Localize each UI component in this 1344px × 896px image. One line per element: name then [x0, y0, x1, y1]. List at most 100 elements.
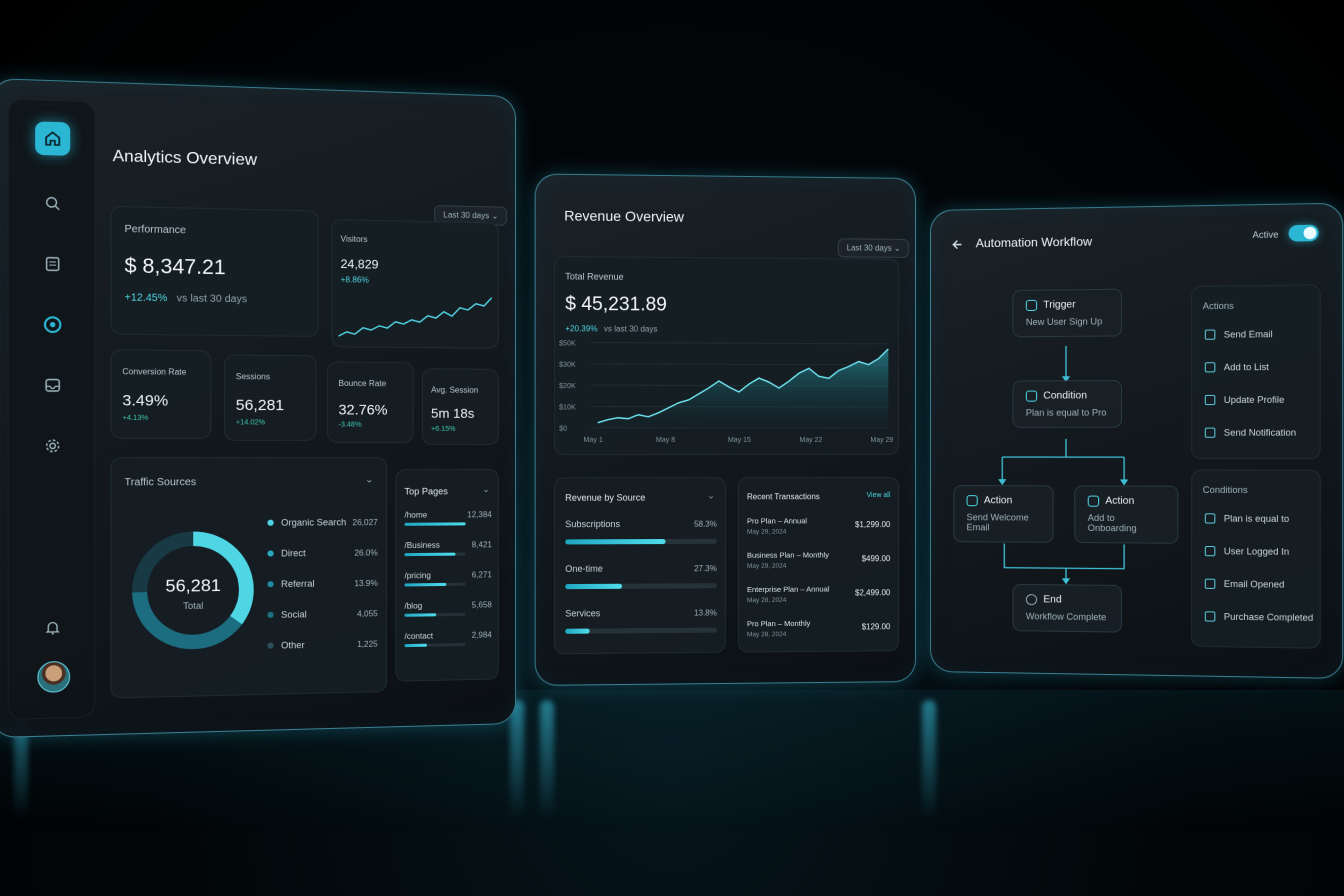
settings-button[interactable]	[35, 429, 70, 463]
analytics-nav-button[interactable]	[35, 308, 70, 342]
top-page-row[interactable]: /contact 2,984	[404, 630, 491, 641]
revenue-source-row[interactable]: Subscriptions 58.3%	[565, 518, 717, 530]
reports-button[interactable]	[35, 247, 70, 281]
y-tick-label: $0	[559, 426, 567, 433]
performance-compare: vs last 30 days	[176, 293, 248, 306]
revenue-source-row[interactable]: One-time 27.3%	[565, 563, 717, 574]
conditions-title: Conditions	[1202, 484, 1248, 496]
conditions-item[interactable]: Purchase Completed	[1204, 611, 1314, 623]
source-name: Subscriptions	[565, 518, 621, 530]
conditions-item[interactable]: Plan is equal to	[1204, 513, 1289, 524]
traffic-sources-card: Traffic Sources ⌄ 56,281 Total Organic S…	[110, 457, 388, 699]
stat-label: Avg. Session	[431, 385, 479, 395]
action-email-node[interactable]: Action Send Welcome Email	[953, 485, 1054, 543]
conditions-item[interactable]: Email Opened	[1204, 578, 1285, 590]
checkbox-icon	[1204, 545, 1216, 557]
actions-item[interactable]: Send Notification	[1204, 427, 1296, 438]
actions-item-label: Send Email	[1223, 329, 1273, 340]
traffic-source-name: Social	[281, 609, 307, 620]
visitors-sparkline-line	[338, 295, 491, 337]
conditions-item-label: Purchase Completed	[1223, 611, 1314, 623]
traffic-source-row[interactable]: Direct 26.0%	[267, 547, 378, 558]
total-revenue-value: $ 45,231.89	[565, 293, 667, 316]
end-node[interactable]: End Workflow Complete	[1012, 583, 1123, 633]
node-title: Action	[1105, 495, 1135, 507]
top-page-row[interactable]: /home 12,384	[404, 510, 491, 520]
action-icon	[966, 495, 978, 507]
actions-item[interactable]: Add to List	[1204, 362, 1269, 373]
page-views: 6,271	[471, 570, 492, 580]
stat-label: Conversion Rate	[122, 367, 187, 377]
view-all-link[interactable]: View all	[866, 492, 891, 500]
revenue-source-row[interactable]: Services 13.8%	[565, 607, 717, 619]
top-page-row[interactable]: /blog 5,658	[404, 600, 491, 610]
top-page-row[interactable]: /Business 8,421	[404, 540, 491, 550]
y-gridline	[592, 364, 889, 365]
source-bar-track	[565, 583, 717, 590]
traffic-source-row[interactable]: Referral 13.9%	[267, 578, 378, 590]
actions-list: Send Email Add to List Update Profile Send …	[1192, 285, 1319, 438]
action-onboarding-node[interactable]: Action Add to Onboarding	[1074, 485, 1179, 544]
page-bar-fill	[404, 522, 466, 526]
transaction-name[interactable]: Business Plan – Monthly	[746, 550, 829, 560]
checkbox-icon	[1204, 329, 1216, 340]
donut-total: 56,281	[165, 575, 221, 596]
back-button[interactable]	[951, 238, 963, 253]
notifications-button[interactable]	[35, 611, 70, 645]
reflection-glow	[540, 700, 554, 820]
node-title: Trigger	[1043, 299, 1076, 311]
user-avatar[interactable]	[37, 660, 71, 693]
x-tick-label: May 22	[799, 437, 822, 444]
transaction-name[interactable]: Enterprise Plan – Annual	[746, 584, 830, 595]
revenue-panel: Revenue Overview Last 30 days ⌄ Total Re…	[534, 173, 916, 686]
traffic-menu-button[interactable]: ⌄	[364, 474, 374, 486]
revenue-source-menu-button[interactable]: ⌄	[707, 490, 715, 501]
source-pct: 27.3%	[694, 563, 717, 573]
sidebar	[7, 98, 96, 720]
home-button[interactable]	[35, 121, 71, 156]
x-tick-label: May 8	[656, 437, 675, 444]
stat-change: -3.48%	[338, 421, 362, 429]
transaction-name[interactable]: Pro Plan – Annual	[746, 516, 807, 526]
actions-item[interactable]: Send Email	[1204, 329, 1273, 340]
conditions-item[interactable]: User Logged In	[1204, 545, 1289, 557]
traffic-source-row[interactable]: Organic Search 26,027	[267, 517, 378, 528]
transaction-name[interactable]: Pro Plan – Monthly	[746, 618, 811, 629]
traffic-donut: 56,281 Total	[129, 514, 257, 670]
traffic-source-value: 1,225	[357, 639, 378, 649]
traffic-source-row[interactable]: Other 1,225	[267, 639, 378, 651]
traffic-source-row[interactable]: Social 4,055	[267, 608, 378, 620]
top-page-row[interactable]: /pricing 6,271	[404, 570, 491, 580]
gear-icon	[44, 438, 62, 455]
active-toggle[interactable]	[1288, 224, 1319, 242]
bell-icon	[44, 619, 62, 636]
performance-value: $ 8,347.21	[124, 254, 226, 280]
workflow-title: Automation Workflow	[975, 234, 1093, 251]
condition-node[interactable]: Condition Plan is equal to Pro	[1012, 380, 1123, 428]
reflection-glow	[510, 700, 524, 820]
actions-item[interactable]: Update Profile	[1204, 395, 1284, 406]
stat-value: 32.76%	[338, 401, 388, 418]
conditions-item-label: Email Opened	[1223, 578, 1285, 590]
conditions-palette: Conditions Plan is equal to User Logged I…	[1191, 469, 1321, 649]
legend-dot	[267, 642, 274, 649]
trigger-node[interactable]: Trigger New User Sign Up	[1012, 288, 1123, 338]
stat-label: Bounce Rate	[338, 378, 387, 389]
top-pages-menu-button[interactable]: ⌄	[482, 484, 490, 495]
search-button[interactable]	[35, 186, 70, 220]
legend-dot	[267, 519, 274, 526]
stat-value: 56,281	[235, 396, 285, 415]
page-bar-fill	[404, 552, 456, 557]
inbox-button[interactable]	[35, 368, 70, 402]
legend-dot	[267, 550, 274, 557]
page-title: Analytics Overview	[112, 147, 258, 170]
source-bar-track	[565, 538, 717, 545]
transaction-date: May 29, 2024	[746, 562, 787, 570]
revenue-area-chart: $50K $30K $20K $10K $0 May 1 May 8 May 15 May 22…	[559, 340, 893, 444]
page-views: 5,658	[471, 600, 492, 610]
revenue-range-select[interactable]: Last 30 days ⌄	[837, 238, 910, 258]
page-path: /Business	[404, 540, 440, 551]
total-revenue-compare: vs last 30 days	[603, 324, 658, 334]
traffic-source-value: 26,027	[352, 517, 378, 527]
